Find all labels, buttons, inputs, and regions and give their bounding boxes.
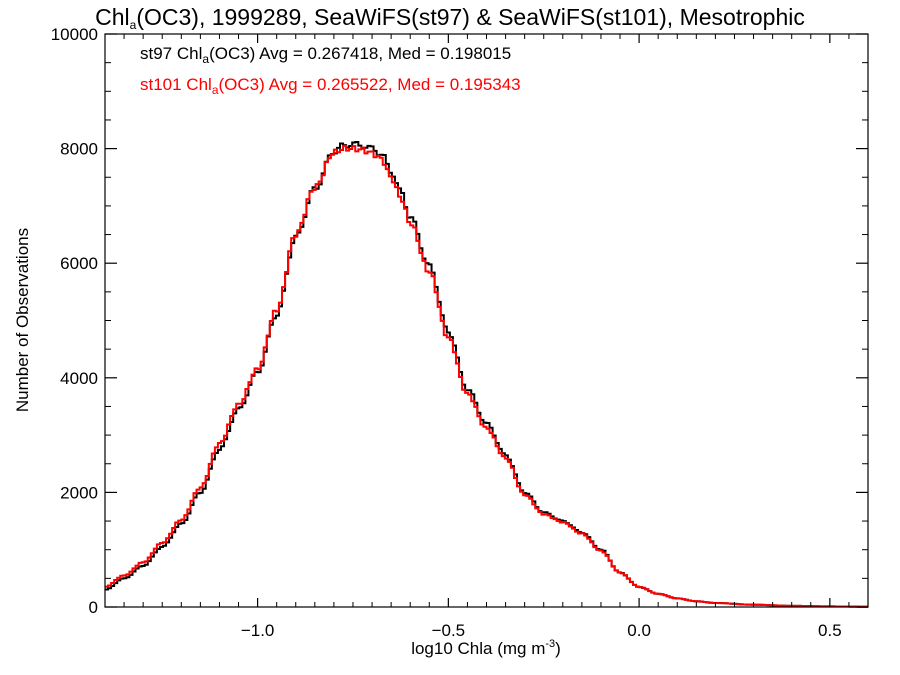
y-tick-label: 4000 (60, 369, 98, 388)
legend-entry-st101: st101 Chla(OC3) Avg = 0.265522, Med = 0.… (140, 75, 521, 97)
chart-title: Chla(OC3), 1999289, SeaWiFS(st97) & SeaW… (95, 4, 805, 32)
x-tick-label: 0.0 (627, 621, 651, 640)
x-tick-label: −0.5 (432, 621, 466, 640)
x-tick-label: −1.0 (241, 621, 275, 640)
y-tick-label: 2000 (60, 483, 98, 502)
ticks-layer: −1.0 −0.5 0.0 0.5 0 2000 4000 6000 8000 10000 (51, 25, 868, 640)
x-tick-label: 0.5 (818, 621, 842, 640)
y-tick-label: 8000 (60, 140, 98, 159)
y-axis-label: Number of Observations (13, 228, 32, 412)
series-st101-line (105, 144, 868, 608)
plot-frame (104, 33, 869, 608)
x-axis-label: log10 Chla (mg m-3) (411, 638, 561, 658)
y-tick-label: 6000 (60, 254, 98, 273)
series-layer (105, 141, 868, 608)
y-tick-label: 0 (89, 598, 98, 617)
legend-entry-st97: st97 Chla(OC3) Avg = 0.267418, Med = 0.1… (140, 44, 512, 66)
series-st97-line (105, 141, 868, 608)
y-tick-label: 10000 (51, 25, 98, 44)
